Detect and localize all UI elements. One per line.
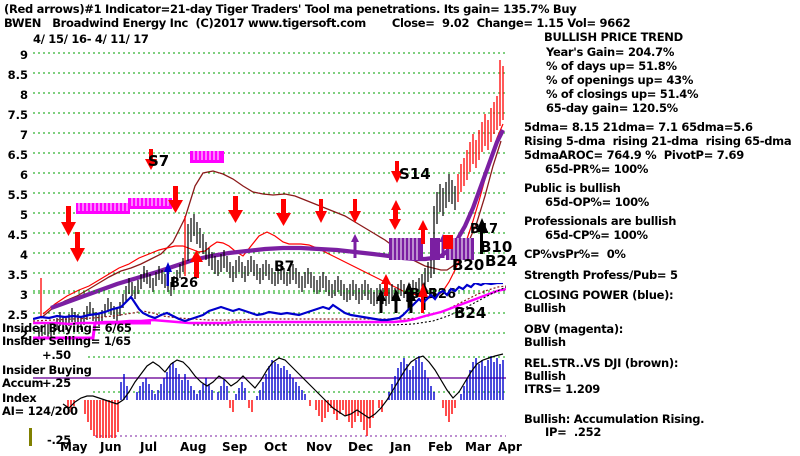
op65-value: 65d-OP%= 100% <box>545 195 650 209</box>
chart-label-b10: B10 <box>480 238 513 256</box>
public-sentiment: Public is bullish <box>524 181 621 195</box>
moving-averages: 5dma= 8.15 21dma= 7.1 65dma=5.6 <box>524 120 753 134</box>
y-tick-3.5: 3.5 <box>7 268 28 282</box>
closing-power-value: Bullish <box>524 301 566 315</box>
chart-label-b24-right: B24 <box>485 252 518 270</box>
sell-arrows <box>61 149 403 262</box>
closing-power-title: CLOSING POWER (blue): <box>524 288 674 302</box>
accumulation-svg <box>33 353 506 438</box>
minus-25-label: -.25 <box>47 433 71 447</box>
price-chart-svg <box>33 52 506 340</box>
insider-step-line <box>33 321 151 340</box>
y-tick-2.5: 2.5 <box>7 308 28 322</box>
professionals-sentiment: Professionals are bullish <box>524 214 677 228</box>
x-label-feb: Feb <box>428 440 453 454</box>
y-tick-4: 4 <box>19 248 28 262</box>
y-tick-6: 6 <box>19 168 28 182</box>
chart-label-b20: B20 <box>452 256 485 274</box>
buy-arrows <box>190 200 428 296</box>
insider-selling-label: Insider Selling= 1/65 <box>2 334 131 348</box>
stat-days-up: % of days up= 51.8% <box>546 59 677 73</box>
indicator-headline: (Red arrows)#1 Indicator=21-day Tiger Tr… <box>4 2 577 16</box>
chart-label-b24-bottom: B24 <box>454 304 487 322</box>
price-chart-plot[interactable] <box>33 46 506 353</box>
buy-signal-bars <box>389 238 474 260</box>
x-label-jul: Jul <box>140 440 158 454</box>
pr65-value: 65d-PR%= 100% <box>545 162 649 176</box>
aroc-pivot: 5dmaAROC= 764.9 % PivotP= 7.69 <box>524 148 744 162</box>
insider-buying-label: Insider Buying= 6/65 <box>2 321 132 335</box>
accum-bars-red <box>67 400 456 438</box>
chart-label-s14: S14 <box>399 165 431 183</box>
relative-strength-title: REL.STR..VS DJI (brown): <box>524 356 679 370</box>
stat-65day-gain: 65-day gain= 120.5% <box>546 101 678 115</box>
cp-red-arrow <box>418 283 428 313</box>
y-tick-8: 8 <box>19 88 28 102</box>
obv-title: OBV (magenta): <box>524 322 624 336</box>
ticker-summary-line: BWEN Broadwind Energy Inc (C)2017 www.ti… <box>4 16 631 30</box>
y-tick-3: 3 <box>19 288 28 302</box>
blue-up-arrow <box>164 262 172 286</box>
y-tick-9: 9 <box>19 48 28 62</box>
ip-value: IP= .252 <box>545 425 602 439</box>
closing-power-svg <box>32 281 507 340</box>
y-tick-2: 2 <box>19 328 28 342</box>
plus-50-label: +.50 <box>42 348 71 362</box>
accumulation-index-panel[interactable] <box>33 352 506 440</box>
stat-openings-up: % of openings up= 43% <box>546 73 694 87</box>
cp-vs-pr-value: CP%vsPr%= 0% <box>524 247 626 261</box>
y-tick-7: 7 <box>19 128 28 142</box>
price-trend-title: BULLISH PRICE TREND <box>544 30 683 44</box>
cp65-value: 65d-CP%= 100% <box>545 228 648 242</box>
x-label-dec: Dec <box>348 440 374 454</box>
ma65-line <box>40 140 502 319</box>
price-candles-red <box>40 60 504 318</box>
stat-closings-up: % of closings up= 51.4% <box>546 87 699 101</box>
sell-signal-bars <box>76 151 224 214</box>
accum-label-line3: Index <box>2 391 37 405</box>
x-label-oct: Oct <box>264 440 288 454</box>
accum-bars-blue <box>120 356 504 400</box>
stat-years-gain: Year's Gain= 204.7% <box>546 45 675 59</box>
strength-profess-pub: Strength Profess/Pub= 5 <box>524 268 678 282</box>
moving-average-trend: Rising 5-dma rising 21-dma rising 65-dma <box>524 134 792 148</box>
y-tick-8.5: 8.5 <box>7 68 28 82</box>
accum-label-line2: Accum <box>2 376 44 390</box>
axis-origin-tick <box>29 428 32 446</box>
chart-label-b7: B7 <box>274 259 295 275</box>
price-overlay-dotted <box>193 286 507 326</box>
x-label-aug: Aug <box>180 440 207 454</box>
x-label-jan: Jan <box>390 440 412 454</box>
chart-label-s7: S7 <box>148 152 170 170</box>
y-tick-4.5: 4.5 <box>7 228 28 242</box>
relative-strength-value: Bullish <box>524 369 566 383</box>
chart-label-b26-left: B26 <box>170 276 198 291</box>
accum-label-line1: Insider Buying <box>2 363 92 377</box>
ma65-heavy-line <box>50 129 505 310</box>
x-label-may: May <box>60 440 88 454</box>
y-tick-7.5: 7.5 <box>7 108 28 122</box>
obv-value: Bullish <box>524 335 566 349</box>
ai-value-label: AI= 124/200 <box>2 404 78 418</box>
accumulation-title: Bullish: Accumulation Rising. <box>524 412 705 426</box>
ma21-line <box>42 123 504 315</box>
x-label-sep: Sep <box>222 440 248 454</box>
x-label-nov: Nov <box>306 440 333 454</box>
y-tick-6.5: 6.5 <box>7 148 28 162</box>
x-label-jun: Jun <box>100 440 122 454</box>
x-label-mar: Mar <box>465 440 491 454</box>
y-tick-5: 5 <box>19 208 28 222</box>
date-range-label: 4/ 15/ 16- 4/ 11/ 17 <box>33 32 149 46</box>
x-label-apr: Apr <box>498 440 522 454</box>
closing-power-panel[interactable] <box>32 281 507 358</box>
cp-up-arrows <box>376 289 416 313</box>
itrs-value: ITRS= 1.209 <box>524 382 600 396</box>
red-block-marker <box>443 235 453 249</box>
accum-ma-line <box>62 353 504 419</box>
closing-power-line <box>32 281 503 323</box>
chart-label-b17: B17 <box>470 222 498 237</box>
y-tick-5.5: 5.5 <box>7 188 28 202</box>
plus-25-label: +.25 <box>42 376 71 390</box>
